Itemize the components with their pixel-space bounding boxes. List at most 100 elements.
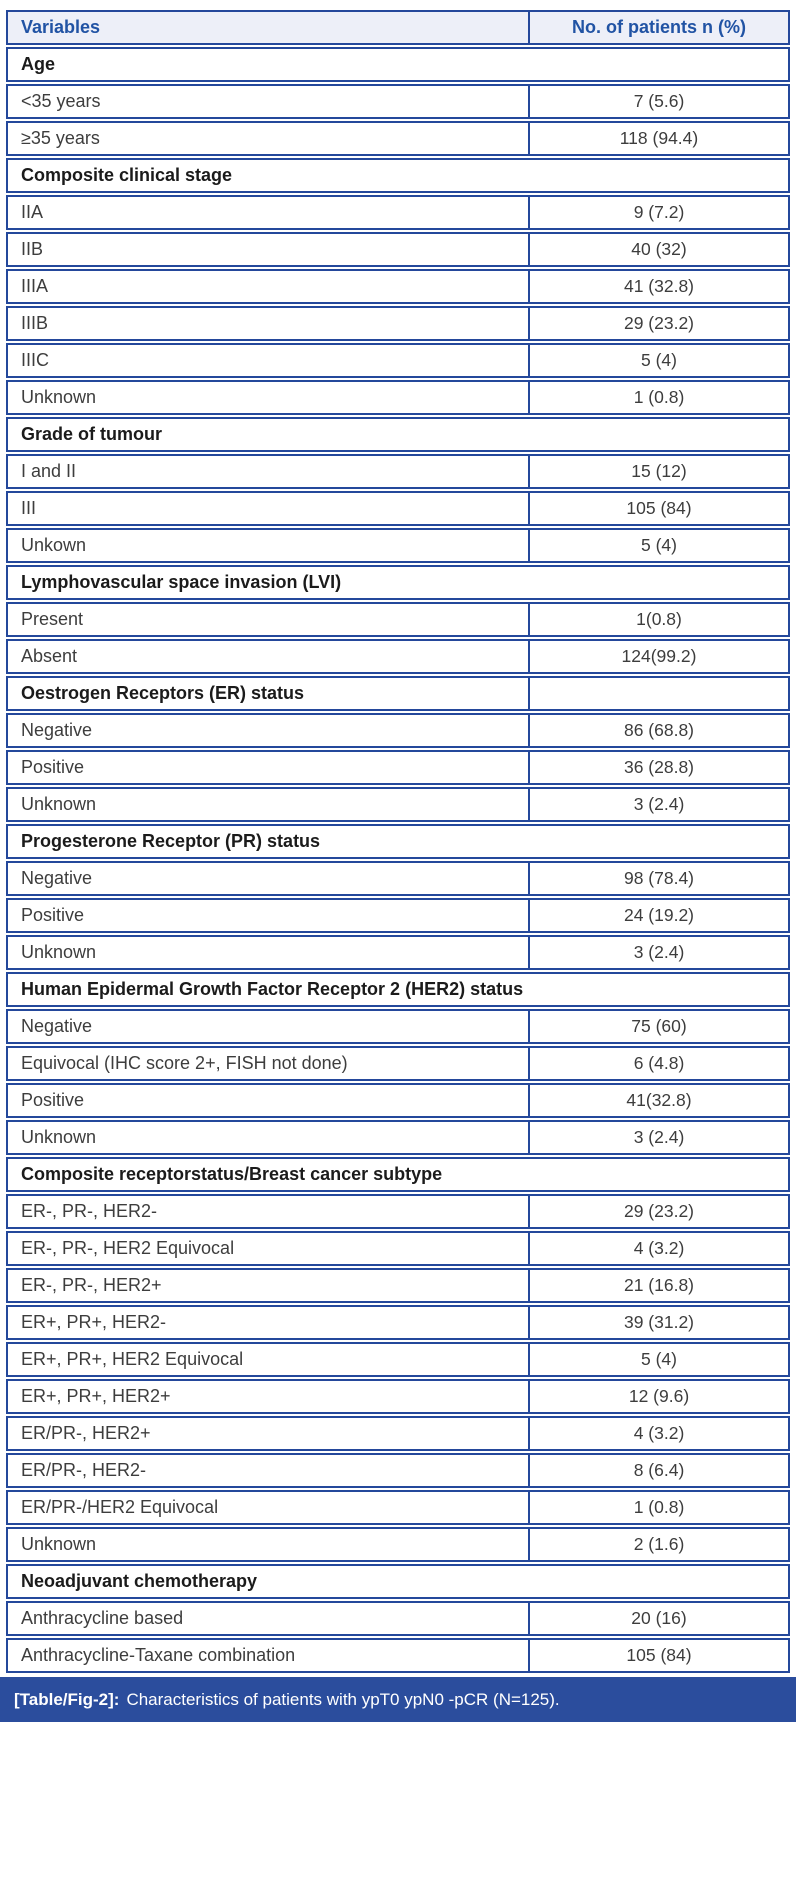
table-row: IIIB 29 (23.2) [6,306,790,341]
table-row: ER-, PR-, HER2+ 21 (16.8) [6,1268,790,1303]
row-label: ER/PR-, HER2- [6,1453,530,1488]
table-header-row: Variables No. of patients n (%) [6,10,790,45]
row-label: Positive [6,750,530,785]
table-row: Negative 86 (68.8) [6,713,790,748]
section-title: Oestrogen Receptors (ER) status [6,676,530,711]
table-row: Unknown 2 (1.6) [6,1527,790,1562]
row-label: IIIB [6,306,530,341]
table-row: ER/PR-, HER2+ 4 (3.2) [6,1416,790,1451]
row-value: 4 (3.2) [530,1416,790,1451]
row-label: IIIC [6,343,530,378]
row-label: Positive [6,1083,530,1118]
row-label: <35 years [6,84,530,119]
caption-text: Characteristics of patients with ypT0 yp… [126,1689,560,1709]
section-row: Age [6,47,790,82]
table-row: ER+, PR+, HER2- 39 (31.2) [6,1305,790,1340]
row-label: IIIA [6,269,530,304]
section-row: Neoadjuvant chemotherapy [6,1564,790,1599]
section-title: Human Epidermal Growth Factor Receptor 2… [6,972,790,1007]
section-row: Oestrogen Receptors (ER) status [6,676,790,711]
row-value: 39 (31.2) [530,1305,790,1340]
table-row: Unknown 3 (2.4) [6,935,790,970]
row-label: ER+, PR+, HER2- [6,1305,530,1340]
row-value: 75 (60) [530,1009,790,1044]
row-value: 12 (9.6) [530,1379,790,1414]
row-label: ER/PR-, HER2+ [6,1416,530,1451]
row-value: 98 (78.4) [530,861,790,896]
row-label: Negative [6,713,530,748]
row-label: Negative [6,1009,530,1044]
section-row: Human Epidermal Growth Factor Receptor 2… [6,972,790,1007]
row-value: 29 (23.2) [530,306,790,341]
table-row: Absent 124(99.2) [6,639,790,674]
table-row: Negative 98 (78.4) [6,861,790,896]
table-row: ER/PR-, HER2- 8 (6.4) [6,1453,790,1488]
row-value: 8 (6.4) [530,1453,790,1488]
row-value: 6 (4.8) [530,1046,790,1081]
row-value: 24 (19.2) [530,898,790,933]
row-label: Unknown [6,1527,530,1562]
table-row: I and II 15 (12) [6,454,790,489]
column-header-variables: Variables [6,10,530,45]
row-label: I and II [6,454,530,489]
row-value: 2 (1.6) [530,1527,790,1562]
row-label: IIB [6,232,530,267]
section-title: Age [6,47,790,82]
table-row: ER+, PR+, HER2+ 12 (9.6) [6,1379,790,1414]
row-label: Unknown [6,1120,530,1155]
row-value: 9 (7.2) [530,195,790,230]
column-header-patients: No. of patients n (%) [530,10,790,45]
row-value: 1 (0.8) [530,1490,790,1525]
row-value: 3 (2.4) [530,787,790,822]
section-title: Composite receptorstatus/Breast cancer s… [6,1157,790,1192]
row-value: 124(99.2) [530,639,790,674]
section-title: Composite clinical stage [6,158,790,193]
table-row: Positive 41(32.8) [6,1083,790,1118]
row-label: Negative [6,861,530,896]
row-label: ER-, PR-, HER2+ [6,1268,530,1303]
section-row: Composite clinical stage [6,158,790,193]
row-value: 105 (84) [530,491,790,526]
table-row: IIIA 41 (32.8) [6,269,790,304]
table-row: Present 1(0.8) [6,602,790,637]
row-label: Positive [6,898,530,933]
table-row: ≥35 years 118 (94.4) [6,121,790,156]
section-row: Progesterone Receptor (PR) status [6,824,790,859]
row-label: Unknown [6,787,530,822]
table-row: Positive 36 (28.8) [6,750,790,785]
table-row: ER+, PR+, HER2 Equivocal 5 (4) [6,1342,790,1377]
row-label: ER+, PR+, HER2+ [6,1379,530,1414]
row-value: 5 (4) [530,343,790,378]
row-label: Anthracycline-Taxane combination [6,1638,530,1673]
section-empty-cell [530,676,790,711]
table-row: Anthracycline-Taxane combination 105 (84) [6,1638,790,1673]
row-value: 105 (84) [530,1638,790,1673]
row-label: Unknown [6,380,530,415]
row-value: 36 (28.8) [530,750,790,785]
row-value: 41(32.8) [530,1083,790,1118]
table-row: IIIC 5 (4) [6,343,790,378]
table-row: Unknown 3 (2.4) [6,787,790,822]
table-row: ER-, PR-, HER2 Equivocal 4 (3.2) [6,1231,790,1266]
row-value: 1 (0.8) [530,380,790,415]
row-value: 1(0.8) [530,602,790,637]
row-value: 41 (32.8) [530,269,790,304]
table-row: III 105 (84) [6,491,790,526]
row-value: 5 (4) [530,1342,790,1377]
section-title: Lymphovascular space invasion (LVI) [6,565,790,600]
row-value: 29 (23.2) [530,1194,790,1229]
row-label: Unkown [6,528,530,563]
row-label: Absent [6,639,530,674]
row-value: 3 (2.4) [530,1120,790,1155]
table-caption: [Table/Fig-2]: Characteristics of patien… [0,1677,796,1722]
row-label: Present [6,602,530,637]
row-label: Equivocal (IHC score 2+, FISH not done) [6,1046,530,1081]
row-value: 118 (94.4) [530,121,790,156]
row-value: 15 (12) [530,454,790,489]
table-row: Unknown 3 (2.4) [6,1120,790,1155]
row-label: IIA [6,195,530,230]
table-row: Unknown 1 (0.8) [6,380,790,415]
table-row: Negative 75 (60) [6,1009,790,1044]
row-value: 40 (32) [530,232,790,267]
row-label: Anthracycline based [6,1601,530,1636]
